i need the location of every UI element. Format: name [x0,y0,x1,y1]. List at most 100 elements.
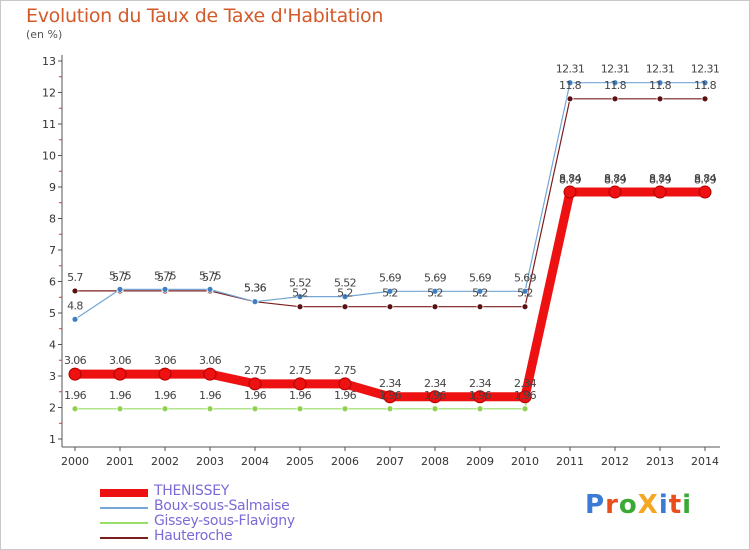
data-label: 5.75 [109,269,132,282]
data-point [68,367,82,381]
data-point [386,405,394,413]
data-label: 5.7 [157,271,173,284]
y-tick-label: 6 [49,276,56,289]
data-label: 5.2 [427,287,443,300]
data-label: 8.84 [559,172,582,185]
data-point [521,287,529,295]
data-label: 3.06 [154,354,177,367]
y-tick-label: 8 [49,213,56,226]
y-tick-label: 12 [42,87,56,100]
data-point [296,293,304,301]
data-point [341,293,349,301]
data-point [563,185,577,199]
x-tick-label: 2008 [421,455,449,468]
data-point [71,287,79,295]
data-point [203,367,217,381]
data-point [113,367,127,381]
x-tick-label: 2006 [331,455,359,468]
x-tick-label: 2009 [466,455,494,468]
data-point [386,303,394,311]
x-tick-label: 2004 [241,455,269,468]
data-point [341,303,349,311]
data-point [566,79,574,87]
data-label: 5.69 [469,271,492,284]
data-label: 8.84 [649,172,672,185]
data-label: 5.75 [154,269,177,282]
data-label: 4.8 [67,299,83,312]
y-tick-label: 7 [49,244,56,257]
x-tick-label: 2002 [151,455,179,468]
data-label: 5.7 [67,271,83,284]
data-label: 3.06 [64,354,87,367]
data-label: 5.36 [244,282,267,295]
data-label: 2.75 [334,364,357,377]
logo-letter: r [605,490,619,520]
data-label: 5.52 [289,277,311,290]
data-point [386,287,394,295]
data-point [248,377,262,391]
x-tick-label: 2012 [601,455,629,468]
logo-letter: o [618,490,638,520]
data-point [158,367,172,381]
data-label: 5.2 [292,287,308,300]
legend-swatch [100,489,148,497]
data-point [116,405,124,413]
data-point [296,303,304,311]
data-label: 1.96 [64,389,87,402]
data-label: 12.31 [601,63,630,76]
y-tick-label: 13 [42,55,56,68]
data-label: 5.7 [202,271,218,284]
data-label: 3.06 [199,354,222,367]
x-tick-label: 2005 [286,455,314,468]
data-point [296,405,304,413]
legend-label: Gissey-sous-Flavigny [154,513,295,529]
data-point [521,303,529,311]
x-tick-label: 2013 [646,455,674,468]
data-label: 12.31 [646,63,675,76]
x-tick-label: 2003 [196,455,224,468]
data-point [701,95,709,103]
data-label: 2.34 [424,377,447,390]
data-point [701,79,709,87]
data-label: 5.75 [199,269,222,282]
logo-letter: t [668,490,683,520]
data-label: 2.34 [514,377,537,390]
data-label: 5.69 [424,271,447,284]
y-tick-label: 11 [42,118,56,131]
x-tick-label: 2000 [61,455,89,468]
data-point [338,377,352,391]
series-points [68,79,712,413]
data-label: 8.79 [604,174,627,187]
data-label: 2.75 [289,364,312,377]
data-label: 1.96 [289,389,312,402]
data-label: 1.96 [154,389,177,402]
data-point [251,298,259,306]
data-label: 8.79 [694,174,717,187]
data-point [521,405,529,413]
logo-letter: X [637,490,659,520]
data-label: 1.96 [334,389,357,402]
data-label: 1.96 [514,389,537,402]
x-tick-label: 2001 [106,455,134,468]
data-point [431,287,439,295]
data-label: 5.2 [337,287,353,300]
data-label: 1.96 [469,389,492,402]
data-point [251,405,259,413]
x-tick-label: 2010 [511,455,539,468]
data-label: 5.2 [472,287,488,300]
data-label: 8.79 [559,174,582,187]
x-tick-label: 2011 [556,455,584,468]
data-label: 2.34 [379,377,402,390]
data-point [611,79,619,87]
y-tick-label: 2 [49,402,56,415]
data-point [473,390,487,404]
data-label: 8.84 [604,172,627,185]
data-label: 12.31 [556,63,585,76]
logo-letter: P [585,490,606,520]
data-label: 2.75 [244,364,267,377]
y-unit-label: (en %) [26,28,63,41]
data-label: 2.34 [469,377,492,390]
data-point [566,95,574,103]
